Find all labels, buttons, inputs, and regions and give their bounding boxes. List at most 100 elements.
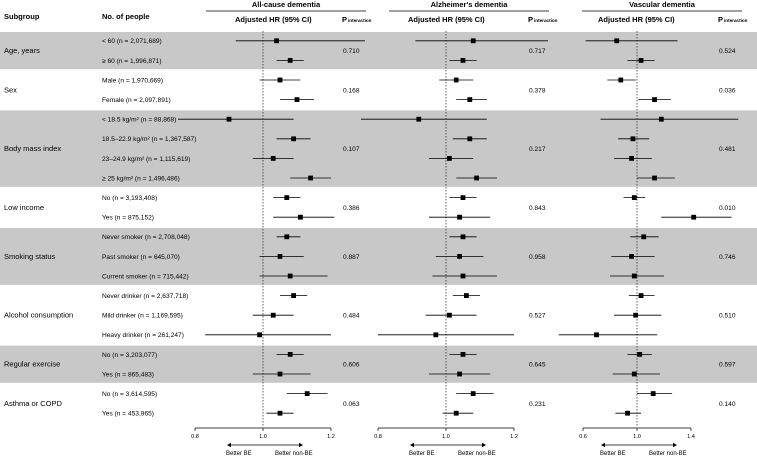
row-label: Yes (n = 865,483) (102, 371, 154, 378)
p-interaction-value: 0.843 (529, 205, 546, 212)
p-interaction-value: 0.958 (529, 254, 546, 261)
p-interaction-value: 0.710 (343, 48, 360, 55)
row-label: No (n = 3,614,595) (102, 391, 157, 398)
x-tick-label: 1.0 (259, 434, 267, 440)
row-label: Never smoker (n = 2,708,048) (102, 234, 190, 241)
hr-point (638, 58, 644, 63)
hr-point (453, 410, 459, 416)
hr-point (614, 38, 620, 44)
group-label-alcohol-consumption: Alcohol consumption (4, 311, 73, 320)
hr-point (304, 391, 310, 396)
hr-point (629, 254, 634, 259)
p-interaction-subscript: interaction (534, 18, 558, 23)
group-label-body-mass-index: Body mass index (4, 144, 61, 153)
x-tick-label: 1.0 (633, 434, 641, 440)
group-label-regular-exercise: Regular exercise (4, 360, 60, 369)
hr-point (460, 58, 466, 63)
hr-point (447, 156, 452, 161)
p-interaction-value: 0.217 (529, 146, 546, 153)
row-label: Male (n = 1,970,669) (102, 77, 163, 84)
hr-point (470, 38, 476, 44)
row-label: < 60 (n = 2,071,689) (102, 38, 162, 45)
p-interaction-subscript: interaction (724, 18, 748, 23)
hr-header: Adjusted HR (95% CI) (408, 15, 485, 24)
people-header: No. of people (102, 12, 150, 21)
p-interaction-value: 0.510 (719, 313, 736, 320)
p-interaction-value: 0.606 (343, 362, 360, 369)
row-label: < 18.5 kg/m² (n = 88,868) (102, 117, 176, 124)
row-label: Current smoker (n = 715,442) (102, 273, 189, 280)
arrow-right-head (299, 442, 303, 448)
p-interaction-value: 0.746 (719, 254, 736, 261)
x-tick-label: 0.8 (374, 434, 382, 440)
favors-right-label: Better non-BE (275, 451, 313, 457)
row-label: Mild drinker (n = 1,169,595) (102, 313, 183, 320)
column-headers: Subgroup No. of people (4, 12, 150, 21)
x-tick-label: 1.4 (687, 434, 695, 440)
subgroup-header: Subgroup (4, 12, 40, 21)
hr-point (453, 77, 459, 83)
hr-point (433, 332, 439, 338)
hr-point (652, 97, 657, 102)
hr-point (284, 195, 290, 200)
p-interaction-value: 0.168 (343, 87, 360, 94)
row-label: ≥ 60 (n = 1,996,871) (102, 58, 162, 65)
arrow-right-head (673, 442, 677, 448)
favors-left-label: Better BE (600, 451, 626, 457)
row-label: Female (n = 2,097,891) (102, 97, 171, 104)
hr-point (270, 156, 276, 161)
hr-point (447, 312, 452, 318)
favors-right-label: Better non-BE (649, 451, 687, 457)
hr-point (291, 293, 296, 298)
row-label: 23–24.9 kg/m² (n = 1,115,619) (102, 156, 190, 163)
hr-point (638, 293, 644, 298)
hr-point (691, 214, 697, 220)
row-label: Yes (n = 875,152) (102, 215, 154, 222)
hr-point (460, 352, 466, 357)
hr-header: Adjusted HR (95% CI) (598, 15, 675, 24)
p-interaction-value: 0.527 (529, 313, 546, 320)
arrow-left-head (601, 442, 605, 448)
hr-point (630, 136, 636, 142)
row-label: Heavy drinker (n = 261,247) (102, 332, 184, 339)
hr-point (298, 214, 303, 220)
p-interaction-header: P (718, 15, 723, 24)
band-age-years (0, 32, 757, 70)
panel-title: Alzheimer's dementia (431, 0, 509, 9)
row-label: Past smoker (n = 645,070) (102, 254, 180, 261)
p-interaction-value: 0.484 (343, 313, 360, 320)
hr-point (625, 410, 630, 416)
band-body-mass-index (0, 110, 757, 187)
x-tick-label: 0.6 (579, 434, 587, 440)
hr-point (274, 38, 279, 44)
group-label-smoking-status: Smoking status (4, 252, 56, 261)
hr-point (631, 371, 637, 377)
hr-point (284, 234, 290, 240)
x-tick-label: 1.0 (442, 434, 450, 440)
row-label: No (n = 3,193,408) (102, 195, 157, 202)
hr-point (650, 391, 656, 396)
x-tick-label: 1.2 (327, 434, 335, 440)
hr-point (467, 97, 473, 102)
hr-point (277, 410, 283, 416)
row-label: 18.5–22.9 kg/m² (n = 1,367,587) (102, 136, 196, 143)
hr-point (291, 136, 296, 142)
arrow-left-head (410, 442, 414, 448)
hr-point (631, 195, 637, 200)
hr-point (287, 352, 293, 357)
p-interaction-value: 0.597 (719, 362, 736, 369)
row-label: Yes (n = 453,965) (102, 411, 154, 418)
hr-point (474, 175, 479, 181)
group-bands (0, 32, 757, 383)
hr-point (294, 97, 300, 102)
hr-point (460, 195, 466, 200)
p-interaction-value: 0.140 (719, 401, 736, 408)
panel-title: All-cause dementia (252, 0, 321, 9)
hr-point (277, 371, 283, 377)
x-tick-label: 1.2 (510, 434, 518, 440)
row-labels: Age, years Sex Body mass index Low income Sm… (4, 38, 196, 417)
hr-point (658, 116, 664, 122)
